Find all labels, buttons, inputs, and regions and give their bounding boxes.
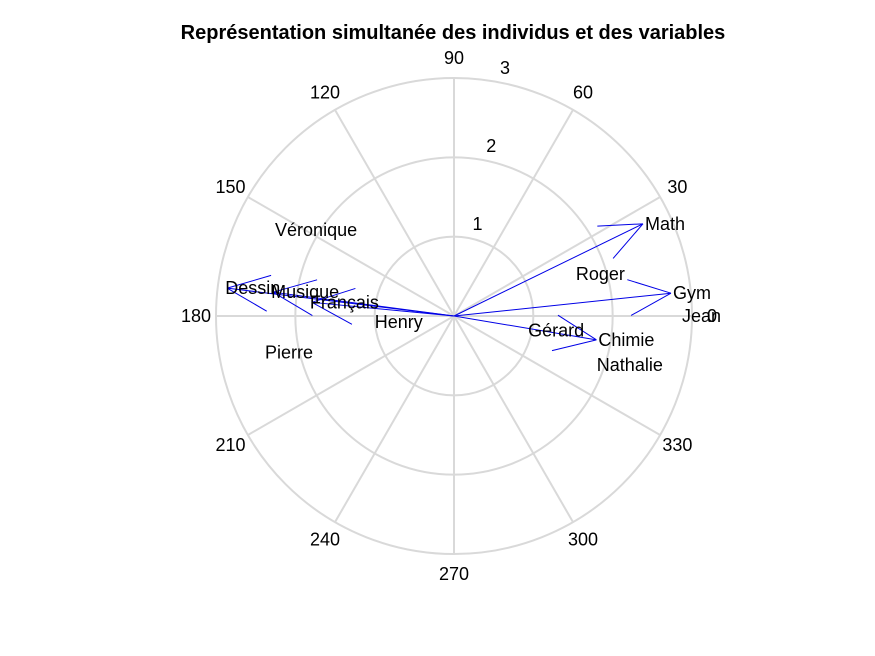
- vector-musique: [272, 279, 455, 317]
- angle-tick-330: 330: [662, 435, 692, 455]
- variable-label-gym: Gym: [673, 283, 711, 303]
- vector-gym: [453, 279, 672, 317]
- variable-label-chimie: Chimie: [598, 330, 654, 350]
- variable-vectors: [226, 223, 672, 352]
- individual-label-henry: Henry: [375, 312, 423, 332]
- individual-label-jean: Jean: [682, 306, 721, 326]
- vector-français: [311, 287, 455, 325]
- variable-label-musique: Musique: [271, 282, 339, 302]
- radial-tick-1: 1: [473, 214, 483, 234]
- variable-label-math: Math: [645, 214, 685, 234]
- variable-label-dessin: Dessin: [225, 278, 280, 298]
- vector-math: [453, 223, 644, 317]
- variable-label-français: Français: [310, 292, 379, 312]
- angle-tick-240: 240: [310, 529, 340, 549]
- chart-title: Représentation simultanée des individus …: [181, 22, 726, 44]
- angle-tick-180: 180: [181, 306, 211, 326]
- individual-label-nathalie: Nathalie: [597, 355, 663, 375]
- axis-tick-labels: 0 30 60 90 120 150 180 210 240 270 300 330 1 2 3: [181, 48, 717, 584]
- individual-label-gérard: Gérard: [528, 320, 584, 340]
- angle-tick-0: 0: [707, 306, 717, 326]
- radial-tick-3: 3: [500, 58, 510, 78]
- angle-tick-300: 300: [568, 529, 598, 549]
- angle-tick-60: 60: [573, 83, 593, 103]
- individual-label-roger: Roger: [576, 264, 625, 284]
- individual-label-pierre: Pierre: [265, 343, 313, 363]
- angle-tick-150: 150: [216, 177, 246, 197]
- radial-tick-2: 2: [486, 136, 496, 156]
- individual-label-véronique: Véronique: [275, 220, 357, 240]
- angle-tick-210: 210: [216, 435, 246, 455]
- angle-tick-120: 120: [310, 83, 340, 103]
- vector-chimie: [453, 314, 597, 352]
- angle-tick-30: 30: [667, 177, 687, 197]
- angle-tick-270: 270: [439, 564, 469, 584]
- angle-tick-90: 90: [444, 48, 464, 68]
